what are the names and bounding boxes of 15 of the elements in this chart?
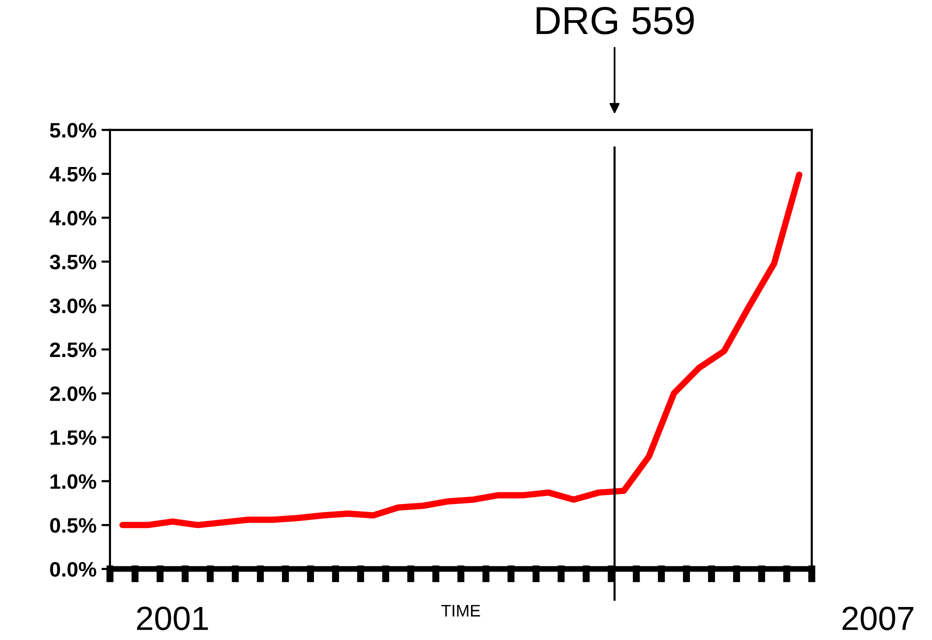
y-tick-label: 4.0% [50, 210, 96, 226]
y-tick-label: 3.0% [50, 298, 96, 314]
y-tick-label: 2.0% [50, 386, 96, 402]
y-tick-label: 4.5% [50, 166, 96, 182]
y-tick-label: 3.5% [50, 254, 96, 270]
y-tick-label: 5.0% [50, 122, 96, 138]
y-tick-label: 0.5% [50, 518, 96, 533]
text: 2001 [137, 606, 208, 630]
y-tick-label: 0.0% [50, 562, 96, 577]
text: DRG 559 [536, 6, 694, 34]
y-tick-label: 1.5% [50, 430, 96, 445]
y-tick-label: 2.5% [50, 342, 96, 358]
text: 2007 [842, 606, 914, 630]
y-tick-label: 1.0% [50, 474, 96, 489]
x-axis-title: TIME [441, 604, 480, 616]
